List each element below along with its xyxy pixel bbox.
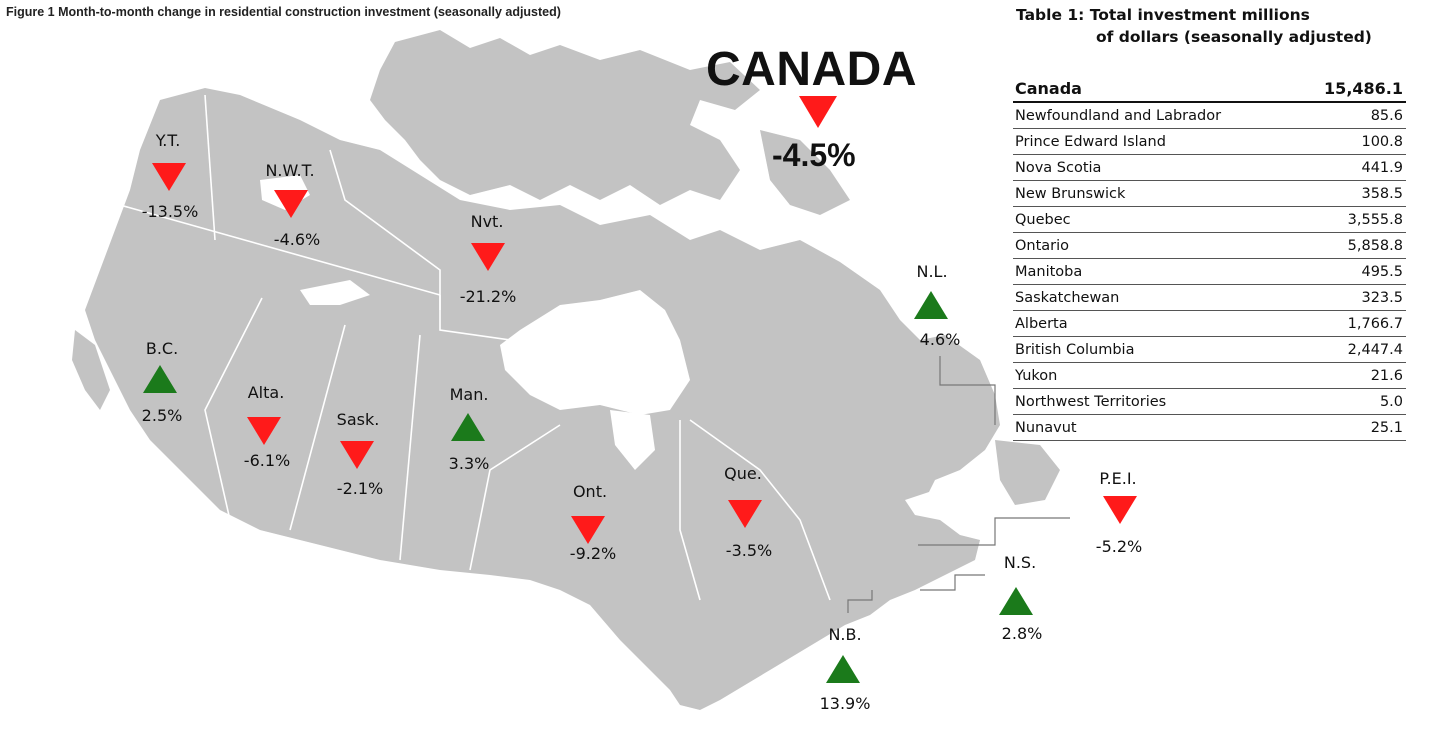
table-row: Quebec 3,555.8 (1013, 206, 1406, 233)
province-value: 100.8 (1294, 128, 1406, 155)
province-value: 323.5 (1294, 284, 1406, 311)
province-name: Nova Scotia (1013, 154, 1295, 181)
table-row: New Brunswick 358.5 (1013, 180, 1406, 207)
region-change: -2.1% (336, 479, 384, 498)
great-slave-lake (300, 280, 370, 305)
region-label: B.C. (145, 339, 179, 358)
region-change: -6.1% (243, 451, 291, 470)
table-row: Newfoundland and Labrador 85.6 (1013, 102, 1406, 129)
national-change: -4.5% (772, 137, 856, 173)
province-value: 21.6 (1294, 362, 1406, 389)
region-change: -13.5% (141, 202, 199, 221)
province-name: Saskatchewan (1013, 284, 1295, 311)
region-change: -21.2% (459, 287, 517, 306)
national-down-arrow-icon (799, 96, 837, 128)
down-arrow-icon (728, 500, 762, 528)
province-name: Prince Edward Island (1013, 128, 1295, 155)
arctic-islands (370, 30, 760, 205)
region-change: 13.9% (819, 694, 871, 713)
table-row: Yukon 21.6 (1013, 362, 1406, 389)
table-row: Ontario 5,858.8 (1013, 232, 1406, 259)
arctic-island-east (760, 130, 850, 215)
province-value: 85.6 (1294, 102, 1406, 129)
table-row: Nunavut 25.1 (1013, 414, 1406, 441)
table-title-line1: Table 1: Total investment millions (1016, 6, 1310, 24)
table-header-row: Canada 15,486.1 (1013, 76, 1406, 103)
region-label: N.L. (916, 262, 948, 281)
down-arrow-icon (1103, 496, 1137, 524)
provincial-borders (119, 94, 831, 601)
province-name: Manitoba (1013, 258, 1295, 285)
region-label: Sask. (336, 410, 380, 429)
province-name: Alberta (1013, 310, 1295, 337)
gulf-st-lawrence (905, 490, 955, 520)
province-value: 25.1 (1294, 414, 1406, 441)
province-value: 3,555.8 (1294, 206, 1406, 233)
region-change: -5.2% (1095, 537, 1143, 556)
up-arrow-icon (451, 413, 485, 441)
up-arrow-icon (914, 291, 948, 319)
table-row: British Columbia 2,447.4 (1013, 336, 1406, 363)
region-change: 2.8% (1001, 624, 1043, 643)
region-label: Nvt. (470, 212, 504, 231)
region-label: N.S. (1003, 553, 1037, 572)
table-header-value: 15,486.1 (1294, 76, 1406, 103)
province-value: 2,447.4 (1294, 336, 1406, 363)
province-value: 5,858.8 (1294, 232, 1406, 259)
figure-title: Figure 1 Month-to-month change in reside… (6, 5, 561, 19)
region-change: -3.5% (725, 541, 773, 560)
region-change: -9.2% (569, 544, 617, 563)
province-value: 358.5 (1294, 180, 1406, 207)
region-label: N.W.T. (265, 161, 315, 180)
region-label: Que. (724, 464, 762, 483)
table-row: Saskatchewan 323.5 (1013, 284, 1406, 311)
up-arrow-icon (999, 587, 1033, 615)
down-arrow-icon (340, 441, 374, 469)
table-header-name: Canada (1013, 76, 1295, 103)
province-value: 495.5 (1294, 258, 1406, 285)
province-name: Ontario (1013, 232, 1295, 259)
james-bay (610, 410, 655, 470)
region-label: P.E.I. (1099, 469, 1137, 488)
region-label: Ont. (572, 482, 608, 501)
province-name: Quebec (1013, 206, 1295, 233)
vancouver-island (72, 330, 110, 410)
down-arrow-icon (274, 190, 308, 218)
up-arrow-icon (143, 365, 177, 393)
table-title-line2: of dollars (seasonally adjusted) (1096, 28, 1372, 46)
table-row: Manitoba 495.5 (1013, 258, 1406, 285)
province-value: 441.9 (1294, 154, 1406, 181)
investment-table: Canada 15,486.1 Newfoundland and Labrado… (1013, 76, 1406, 441)
province-name: British Columbia (1013, 336, 1295, 363)
province-value: 1,766.7 (1294, 310, 1406, 337)
region-label: Man. (449, 385, 489, 404)
region-label: N.B. (828, 625, 862, 644)
table-title: Table 1: Total investment millions of do… (1016, 4, 1372, 48)
newfoundland-island (995, 440, 1060, 505)
province-name: New Brunswick (1013, 180, 1295, 207)
national-name: CANADA (706, 43, 917, 96)
leader-lines (847, 356, 1070, 613)
table-row: Prince Edward Island 100.8 (1013, 128, 1406, 155)
province-name: Nunavut (1013, 414, 1295, 441)
region-label: Y.T. (155, 131, 181, 150)
province-value: 5.0 (1294, 388, 1406, 415)
province-name: Yukon (1013, 362, 1295, 389)
table-row: Northwest Territories 5.0 (1013, 388, 1406, 415)
up-arrow-icon (826, 655, 860, 683)
down-arrow-icon (247, 417, 281, 445)
region-change: 4.6% (919, 330, 961, 349)
region-change: 2.5% (141, 406, 183, 425)
down-arrow-icon (152, 163, 186, 191)
region-change: 3.3% (448, 454, 490, 473)
table-row: Alberta 1,766.7 (1013, 310, 1406, 337)
region-label: Alta. (247, 383, 285, 402)
hudson-bay (500, 290, 690, 415)
down-arrow-icon (471, 243, 505, 271)
province-name: Newfoundland and Labrador (1013, 102, 1295, 129)
table-row: Nova Scotia 441.9 (1013, 154, 1406, 181)
region-change: -4.6% (273, 230, 321, 249)
province-name: Northwest Territories (1013, 388, 1295, 415)
down-arrow-icon (571, 516, 605, 544)
